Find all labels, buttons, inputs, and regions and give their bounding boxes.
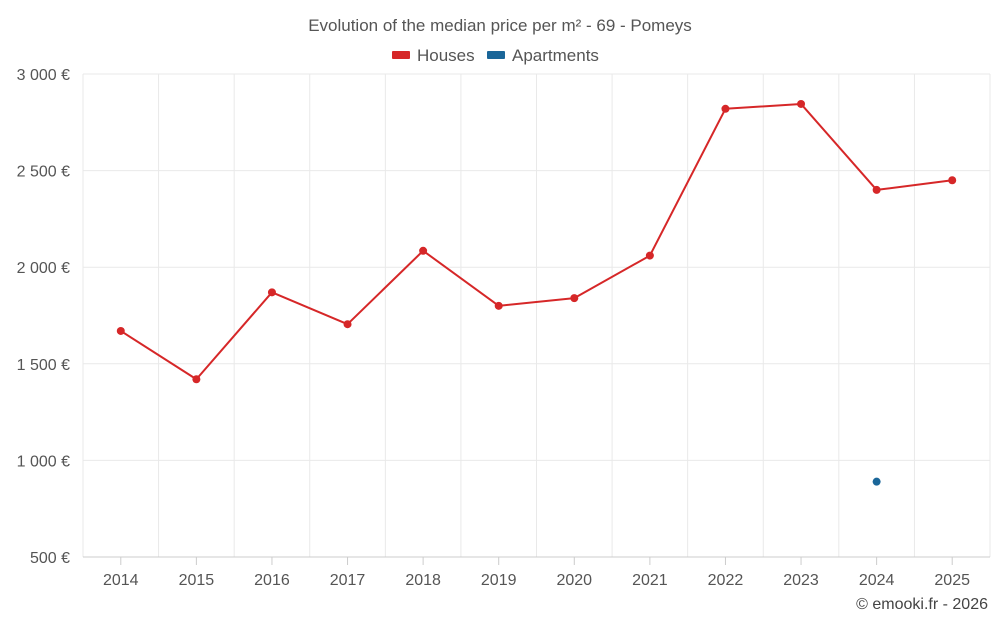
data-point-houses[interactable] [419, 246, 428, 255]
x-tick-label: 2017 [330, 572, 366, 589]
legend-label-houses[interactable]: Houses [417, 46, 475, 65]
series-layer [116, 99, 957, 486]
data-point-houses[interactable] [721, 104, 730, 113]
data-point-houses[interactable] [797, 99, 806, 108]
x-tick-label: 2016 [254, 572, 290, 589]
legend-label-apartments[interactable]: Apartments [512, 46, 599, 65]
x-tick-label: 2024 [859, 572, 895, 589]
x-axis-ticks: 2014 2015 2016 2017 2018 2019 2020 2021 2022 2023… [103, 557, 970, 589]
legend-swatch-apartments [487, 51, 505, 59]
credit-text: © emooki.fr - 2026 [856, 596, 988, 613]
data-point-houses[interactable] [116, 326, 125, 335]
x-tick-label: 2025 [934, 572, 970, 589]
x-tick-label: 2015 [179, 572, 215, 589]
chart-title: Evolution of the median price per m² - 6… [308, 16, 692, 35]
grid [82, 73, 991, 558]
x-tick-label: 2018 [405, 572, 441, 589]
data-point-houses[interactable] [494, 301, 503, 310]
y-tick-label: 2 000 € [17, 260, 70, 277]
legend: Houses Apartments [392, 46, 599, 65]
data-point-houses[interactable] [948, 176, 957, 185]
x-tick-label: 2014 [103, 572, 139, 589]
x-tick-label: 2023 [783, 572, 819, 589]
x-tick-label: 2021 [632, 572, 668, 589]
data-point-houses[interactable] [570, 294, 579, 303]
data-point-houses[interactable] [872, 185, 881, 194]
y-tick-label: 3 000 € [17, 67, 70, 84]
x-tick-label: 2020 [556, 572, 592, 589]
y-tick-label: 1 500 € [17, 357, 70, 374]
y-axis-ticks: 500 € 1 000 € 1 500 € 2 000 € 2 500 € 3 000 € [17, 67, 70, 567]
data-point-houses[interactable] [343, 320, 352, 329]
data-point-houses[interactable] [645, 251, 654, 260]
series-line-houses [120, 102, 953, 381]
y-tick-label: 1 000 € [17, 453, 70, 470]
data-point-houses[interactable] [267, 288, 276, 297]
data-point-houses[interactable] [192, 375, 201, 384]
x-tick-label: 2022 [708, 572, 744, 589]
legend-swatch-houses [392, 51, 410, 59]
y-tick-label: 500 € [30, 550, 70, 567]
data-point-apartments[interactable] [872, 477, 881, 486]
y-tick-label: 2 500 € [17, 164, 70, 181]
x-tick-label: 2019 [481, 572, 517, 589]
